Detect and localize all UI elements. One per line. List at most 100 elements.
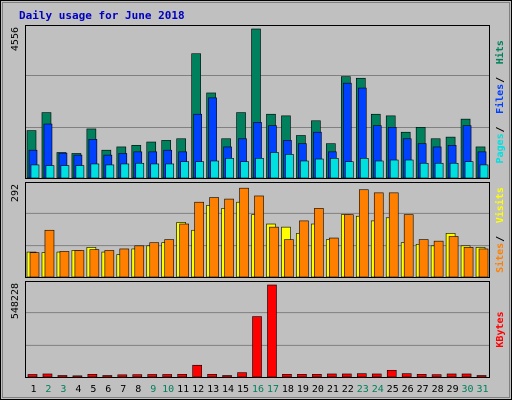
bar-sites-day-30	[463, 247, 474, 278]
day-label-9: 9	[150, 384, 156, 395]
bar-pages-day-22	[345, 161, 354, 179]
hits-files-pages-panel: 4556 Pages / Files / Hits	[10, 25, 506, 179]
bar-pages-day-28	[434, 162, 444, 179]
bar-pages-day-7	[120, 163, 130, 179]
bar-kbytes-day-11	[177, 374, 187, 378]
bar-sites-day-1	[29, 252, 40, 278]
bar-pages-day-17	[270, 152, 279, 179]
bar-kbytes-day-3	[57, 375, 68, 378]
bar-sites-day-10	[164, 239, 175, 278]
legend-separator: /	[495, 77, 506, 83]
bar-pages-day-20	[315, 158, 324, 179]
bar-kbytes-day-28	[431, 374, 442, 378]
bar-kbytes-day-5	[87, 374, 98, 378]
bar-pages-day-30	[464, 161, 474, 179]
bar-sites-day-26	[403, 214, 414, 278]
bar-pages-day-4	[75, 165, 85, 179]
day-label-22: 22	[342, 384, 354, 395]
bar-sites-day-24	[373, 192, 384, 278]
bar-pages-day-2	[45, 165, 55, 179]
day-label-3: 3	[60, 384, 66, 395]
day-label-24: 24	[372, 384, 384, 395]
y-max-label: 292	[10, 184, 21, 202]
bar-sites-day-12	[194, 201, 204, 278]
bar-sites-day-28	[433, 240, 444, 278]
bar-sites-day-31	[478, 248, 489, 278]
bar-pages-day-6	[105, 164, 115, 179]
bar-kbytes-day-26	[401, 373, 412, 378]
day-label-11: 11	[177, 384, 189, 395]
bar-sites-day-5	[89, 249, 100, 278]
bar-kbytes-day-7	[117, 374, 128, 378]
bar-sites-day-20	[314, 208, 324, 278]
bar-sites-day-13	[209, 197, 219, 278]
day-label-19: 19	[297, 384, 309, 395]
bar-kbytes-day-15	[237, 372, 247, 378]
legend: Pages / Files / Hits	[494, 40, 506, 163]
bar-kbytes-day-13	[207, 374, 217, 378]
bar-pages-day-23	[359, 158, 369, 179]
day-label-25: 25	[387, 384, 399, 395]
y-max-label: 4556	[10, 27, 21, 51]
bar-kbytes-day-10	[162, 374, 173, 378]
bar-pages-day-19	[300, 160, 309, 179]
bar-kbytes-day-21	[327, 373, 337, 378]
day-label-4: 4	[75, 384, 81, 395]
bar-sites-day-8	[134, 245, 145, 278]
bar-sites-day-25	[388, 192, 399, 278]
bar-kbytes-day-30	[461, 373, 472, 378]
bar-sites-day-23	[358, 189, 369, 278]
bar-pages-day-12	[195, 161, 204, 179]
day-label-15: 15	[237, 384, 249, 395]
bar-kbytes-day-2	[42, 373, 53, 378]
bar-pages-day-26	[404, 159, 414, 179]
day-label-20: 20	[312, 384, 324, 395]
bar-kbytes-day-4	[72, 375, 83, 378]
bar-sites-day-22	[344, 214, 354, 278]
bar-sites-day-21	[329, 237, 339, 278]
bar-pages-day-5	[90, 163, 100, 179]
bar-sites-day-27	[418, 239, 429, 278]
bar-pages-day-13	[210, 160, 219, 179]
bar-pages-day-14	[225, 158, 234, 179]
day-label-13: 13	[207, 384, 219, 395]
day-label-26: 26	[402, 384, 414, 395]
day-label-27: 27	[417, 384, 429, 395]
day-axis-labels: 1 2 3 4 5 6 7 8 9 10 11 12 13 14 15 16 17 18 19 20 21 22 23 24 2…	[30, 384, 488, 395]
bar-kbytes-day-1	[27, 374, 38, 378]
bar-pages-day-9	[150, 163, 160, 179]
legend: Sites / Visits	[494, 187, 506, 273]
bar-pages-day-8	[135, 162, 145, 179]
day-label-6: 6	[105, 384, 111, 395]
bar-kbytes-day-20	[312, 374, 322, 378]
bar-sites-day-19	[299, 220, 309, 278]
bar-sites-day-18	[284, 239, 294, 278]
day-label-1: 1	[30, 384, 36, 395]
bar-pages-day-16	[255, 158, 264, 179]
day-label-12: 12	[192, 384, 204, 395]
day-label-17: 17	[267, 384, 279, 395]
bar-kbytes-day-8	[132, 374, 143, 378]
bar-kbytes-day-27	[416, 374, 427, 378]
bar-kbytes-day-6	[102, 375, 113, 378]
day-label-16: 16	[252, 384, 264, 395]
bar-sites-day-2	[44, 229, 55, 278]
bar-kbytes-day-22	[342, 373, 352, 378]
bar-sites-day-3	[59, 251, 70, 278]
bar-sites-day-11	[179, 223, 189, 278]
y-max-label: 548228	[10, 283, 21, 319]
day-label-21: 21	[327, 384, 339, 395]
bar-kbytes-day-29	[446, 373, 457, 378]
bar-sites-day-4	[74, 250, 85, 278]
bar-pages-day-11	[180, 161, 189, 179]
bar-kbytes-day-31	[476, 375, 487, 378]
day-label-7: 7	[120, 384, 126, 395]
bar-pages-day-27	[419, 162, 429, 179]
bar-kbytes-day-24	[371, 373, 382, 378]
day-label-28: 28	[432, 384, 444, 395]
day-label-14: 14	[222, 384, 234, 395]
legend-files: Files	[494, 84, 506, 114]
legend: KBytes	[495, 311, 506, 347]
day-label-29: 29	[447, 384, 459, 395]
